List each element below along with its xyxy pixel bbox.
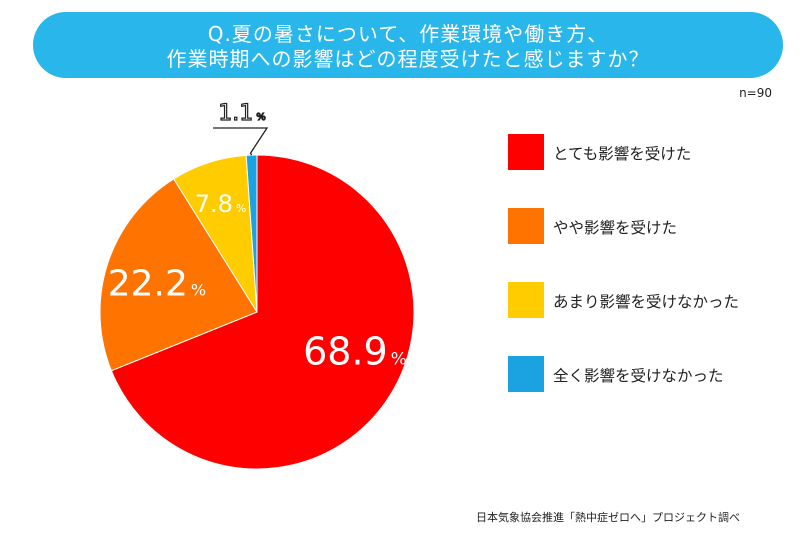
legend-label: やや影響を受けた xyxy=(553,219,678,237)
legend-label: とても影響を受けた xyxy=(553,145,692,163)
sample-size: n=90 xyxy=(739,86,772,100)
source-note: 日本気象協会推進「熱中症ゼロへ」プロジェクト調べ xyxy=(476,511,740,524)
data-label-2: 7.8% xyxy=(195,190,247,218)
legend-swatch-yellow xyxy=(508,282,544,318)
title-line-1: Q.夏の暑さについて、作業環境や働き方、 xyxy=(207,22,609,46)
slice-very-affected xyxy=(110,154,415,470)
legend-label: 全く影響を受けなかった xyxy=(553,367,724,385)
data-label-0: 68.9% xyxy=(303,329,407,373)
legend-swatch-orange xyxy=(508,208,544,244)
legend-swatch-blue xyxy=(508,356,544,392)
legend-label: あまり影響を受けなかった xyxy=(553,293,740,311)
data-label-3: 1.1% xyxy=(218,101,266,126)
data-label-1: 22.2% xyxy=(108,264,206,305)
slice-not-affected xyxy=(245,154,258,313)
callout-line xyxy=(213,127,269,156)
legend-swatch-red xyxy=(508,134,544,170)
chart-title: Q.夏の暑さについて、作業環境や働き方、 作業時期への影響はどの程度受けたと感じ… xyxy=(33,22,783,72)
title-banner: Q.夏の暑さについて、作業環境や働き方、 作業時期への影響はどの程度受けたと感じ… xyxy=(33,12,783,78)
title-line-2: 作業時期への影響はどの程度受けたと感じますか？ xyxy=(166,47,650,71)
slice-somewhat-affected xyxy=(99,178,258,372)
